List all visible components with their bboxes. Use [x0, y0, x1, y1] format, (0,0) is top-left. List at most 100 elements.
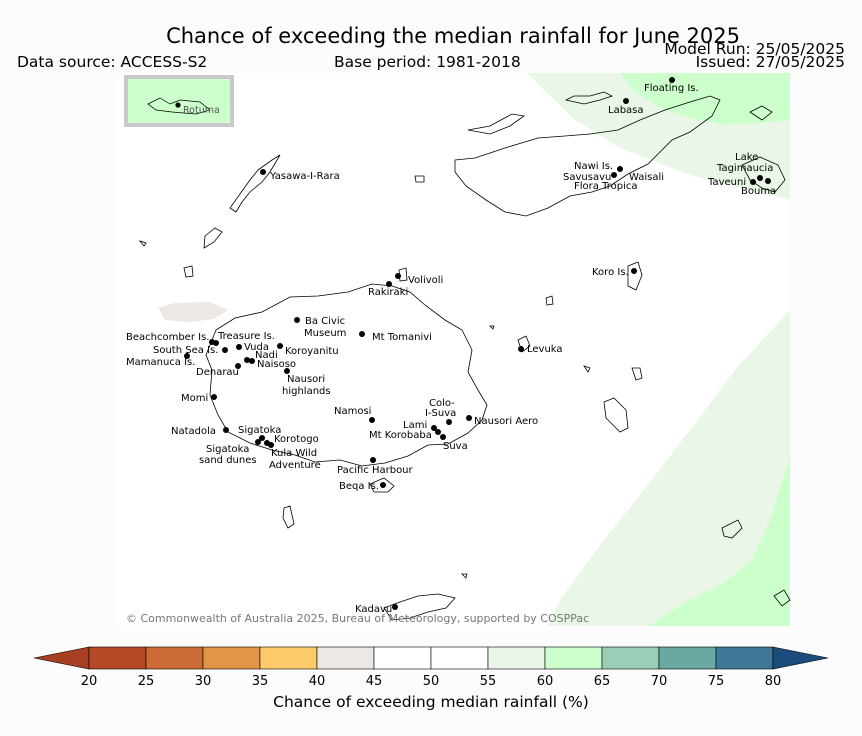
marker-yasawa	[260, 169, 266, 175]
label-south-sea: South Sea Is.	[153, 345, 218, 356]
marker-denarau	[235, 363, 241, 369]
marker-suva	[440, 434, 446, 440]
marker-korobaba	[435, 429, 441, 435]
marker-south-sea	[222, 347, 228, 353]
lau-island-1	[721, 519, 743, 539]
yasawa-south-coastline	[203, 227, 223, 249]
yasawa-coastline	[229, 154, 281, 213]
marker-momi	[211, 394, 217, 400]
model-run: Model Run: 25/05/2025	[664, 40, 845, 58]
label-yasawa: Yasawa-I-Rara	[269, 171, 340, 182]
legend-tick-65: 65	[594, 674, 611, 689]
place-labels: Floating Is. Labasa Nawi Is. Savusavu Wa…	[126, 83, 776, 615]
northwest-reef	[467, 113, 526, 135]
marker-nadi	[244, 357, 250, 363]
label-sand-dunes: sand dunes	[199, 455, 257, 466]
marker-vuda	[236, 344, 242, 350]
marker-namosi	[369, 417, 375, 423]
label-flora-tropica: Flora Tropica	[574, 181, 637, 192]
label-treasure: Treasure Is.	[217, 331, 275, 342]
label-beqa: Beqa Is.	[339, 481, 379, 492]
island-3	[414, 175, 425, 183]
legend-swatch-25-30	[145, 646, 204, 670]
label-vuda: Vuda	[244, 342, 269, 353]
marker-lake-tagimaucia	[757, 175, 763, 181]
rotuma-inset	[128, 79, 230, 123]
label-lami: Lami	[403, 420, 427, 431]
island-6	[583, 365, 591, 373]
issued-date: Issued: 27/05/2025	[695, 53, 845, 71]
legend-swatches	[33, 646, 829, 670]
island-2	[545, 295, 554, 306]
shade-40-45	[158, 302, 228, 322]
marker-bouma	[765, 178, 771, 184]
marker-colo-i-suva	[446, 419, 452, 425]
beqa-coastline	[369, 477, 395, 493]
label-savusavu: Savusavu	[563, 172, 611, 183]
label-denarau: Denarau	[196, 367, 239, 378]
legend-extend-high	[772, 646, 829, 670]
vanua-levu-coastline	[454, 95, 721, 217]
marker-savusavu	[611, 172, 617, 178]
label-taveuni: Taveuni	[707, 177, 746, 188]
marker-sigatoka-dunes	[255, 439, 261, 445]
label-sigatoka: Sigatoka	[238, 425, 281, 436]
legend-swatch-35-40	[259, 646, 318, 670]
marker-lami	[431, 425, 437, 431]
legend-swatch-75-80	[715, 646, 774, 670]
label-nausori: Nausori	[287, 374, 325, 385]
label-ba-civic: Ba Civic	[305, 316, 345, 327]
northern-reef	[564, 91, 614, 105]
label-suva: Suva	[443, 441, 468, 452]
shade-60-65-south	[648, 455, 790, 626]
marker-nausori-highlands	[284, 368, 290, 374]
legend-swatch-20-25	[88, 646, 147, 670]
legend-title: Chance of exceeding median rainfall (%)	[273, 693, 589, 711]
legend-tick-45: 45	[366, 674, 383, 689]
marker-ba-civic	[294, 317, 300, 323]
label-pacific-harbour: Pacific Harbour	[337, 465, 414, 476]
shade-60-65-north	[620, 73, 790, 125]
marker-nawi	[617, 166, 623, 172]
label-kadavu: Kadavu	[355, 604, 392, 615]
data-source: Data source: ACCESS-S2	[17, 53, 208, 71]
place-markers	[184, 77, 771, 610]
moala-coastline	[603, 397, 629, 433]
rotuma-label: Rotuma	[183, 105, 220, 116]
label-namosi: Namosi	[334, 406, 371, 417]
base-period: Base period: 1981-2018	[334, 53, 521, 71]
label-momi: Momi	[181, 393, 208, 404]
legend-swatch-40-45	[316, 646, 375, 670]
legend-tick-20: 20	[81, 674, 98, 689]
legend-swatch-45-50	[373, 646, 432, 670]
label-sigatoka-2: Sigatoka	[206, 444, 249, 455]
label-nawi: Nawi Is.	[574, 161, 613, 172]
rotuma-dot	[175, 102, 181, 108]
label-korotogo: Korotogo	[274, 434, 319, 445]
legend-tick-80: 80	[765, 674, 782, 689]
label-nadi: Nadi	[255, 350, 278, 361]
kadavu-coastline	[383, 593, 456, 621]
label-tagimaucia: Tagimaucia	[716, 163, 773, 174]
marker-floating-is	[669, 77, 675, 83]
marker-naisoso	[249, 358, 255, 364]
legend-tick-70: 70	[651, 674, 668, 689]
legend-tick-60: 60	[537, 674, 554, 689]
island-7	[489, 325, 495, 330]
viti-levu-coastline	[205, 283, 488, 467]
label-naisoso: Naisoso	[257, 359, 296, 370]
vatulele-coastline	[282, 505, 295, 529]
label-koro: Koro Is.	[592, 267, 629, 278]
legend-tick-25: 25	[138, 674, 155, 689]
label-museum: Museum	[304, 328, 346, 339]
marker-koro	[631, 268, 637, 274]
label-mamanuca: Mamanuca Is.	[126, 357, 195, 368]
marker-sigatoka	[259, 435, 265, 441]
label-i-suva: I-Suva	[425, 408, 456, 419]
label-kula: Kula Wild	[271, 448, 317, 459]
koro-coastline	[627, 261, 643, 291]
island-10	[749, 105, 773, 121]
legend-tick-50: 50	[423, 674, 440, 689]
